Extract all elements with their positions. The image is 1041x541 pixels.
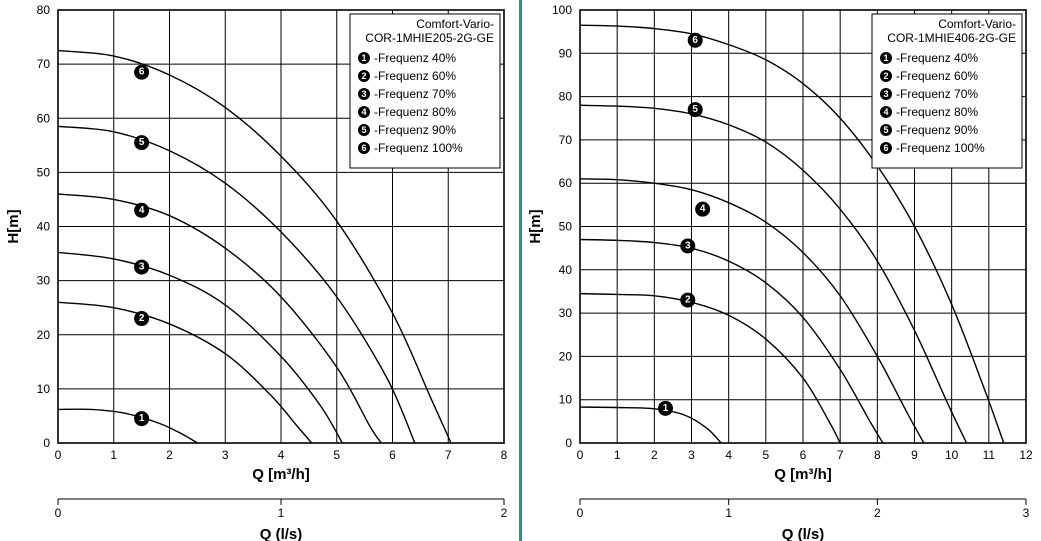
svg-text:5: 5	[139, 137, 145, 148]
svg-text:-Frequenz 70%: -Frequenz 70%	[374, 87, 456, 101]
svg-text:2: 2	[361, 71, 366, 81]
svg-text:1: 1	[725, 506, 732, 520]
svg-text:COR-1MHIE406-2G-GE: COR-1MHIE406-2G-GE	[887, 31, 1016, 45]
svg-text:4: 4	[700, 204, 706, 215]
svg-text:4: 4	[278, 448, 285, 462]
svg-text:3: 3	[883, 89, 888, 99]
svg-text:3: 3	[688, 448, 695, 462]
svg-text:7: 7	[837, 448, 844, 462]
svg-text:50: 50	[37, 165, 51, 179]
svg-text:0: 0	[565, 436, 572, 450]
svg-text:6: 6	[389, 448, 396, 462]
svg-text:3: 3	[222, 448, 229, 462]
svg-text:0: 0	[55, 506, 62, 520]
svg-text:4: 4	[361, 107, 366, 117]
svg-text:20: 20	[37, 328, 51, 342]
svg-text:100: 100	[552, 3, 572, 17]
svg-text:10: 10	[945, 448, 959, 462]
svg-text:-Frequenz 80%: -Frequenz 80%	[896, 105, 978, 119]
svg-text:0: 0	[55, 448, 62, 462]
svg-text:Q [m³/h]: Q [m³/h]	[774, 466, 832, 483]
svg-text:1: 1	[361, 53, 366, 63]
svg-text:0: 0	[577, 448, 584, 462]
page: 01234567801020304050607080Q [m³/h]H[m]12…	[0, 0, 1041, 541]
chart-right: 01234567891011120102030405060708090100Q …	[522, 0, 1041, 541]
svg-text:2: 2	[685, 295, 691, 306]
svg-text:1: 1	[883, 53, 888, 63]
svg-text:3: 3	[361, 89, 366, 99]
svg-text:5: 5	[762, 448, 769, 462]
svg-text:60: 60	[559, 176, 573, 190]
svg-text:6: 6	[883, 143, 888, 153]
svg-text:2: 2	[139, 313, 145, 324]
svg-text:11: 11	[983, 448, 996, 462]
svg-text:80: 80	[559, 90, 573, 104]
svg-text:2: 2	[501, 506, 508, 520]
svg-text:10: 10	[37, 382, 51, 396]
svg-text:2: 2	[166, 448, 173, 462]
svg-text:70: 70	[559, 133, 573, 147]
svg-text:-Frequenz 90%: -Frequenz 90%	[374, 123, 456, 137]
svg-text:6: 6	[800, 448, 807, 462]
svg-text:Comfort-Vario-: Comfort-Vario-	[938, 17, 1016, 31]
svg-text:8: 8	[501, 448, 508, 462]
svg-text:1: 1	[663, 403, 669, 414]
svg-text:7: 7	[445, 448, 452, 462]
svg-text:5: 5	[692, 104, 698, 115]
svg-text:3: 3	[1023, 506, 1030, 520]
svg-text:-Frequenz 60%: -Frequenz 60%	[896, 69, 978, 83]
svg-text:9: 9	[911, 448, 918, 462]
svg-text:H[m]: H[m]	[5, 209, 22, 243]
svg-text:-Frequenz 80%: -Frequenz 80%	[374, 105, 456, 119]
svg-text:20: 20	[559, 349, 573, 363]
svg-text:30: 30	[37, 274, 51, 288]
svg-text:-Frequenz 40%: -Frequenz 40%	[374, 51, 456, 65]
svg-text:5: 5	[361, 125, 366, 135]
svg-text:40: 40	[37, 220, 51, 234]
svg-text:30: 30	[559, 306, 573, 320]
svg-text:4: 4	[725, 448, 732, 462]
svg-text:60: 60	[37, 111, 51, 125]
svg-text:1: 1	[139, 413, 145, 424]
svg-text:0: 0	[577, 506, 584, 520]
svg-text:6: 6	[361, 143, 366, 153]
svg-text:0: 0	[43, 436, 50, 450]
svg-text:1: 1	[278, 506, 285, 520]
svg-text:4: 4	[139, 205, 145, 216]
svg-text:Q (l/s): Q (l/s)	[782, 526, 825, 541]
svg-text:1: 1	[110, 448, 117, 462]
svg-text:-Frequenz 100%: -Frequenz 100%	[374, 141, 463, 155]
svg-text:3: 3	[139, 262, 145, 273]
svg-text:8: 8	[874, 448, 881, 462]
svg-text:3: 3	[685, 240, 691, 251]
chart-left: 01234567801020304050607080Q [m³/h]H[m]12…	[0, 0, 519, 541]
svg-text:2: 2	[651, 448, 658, 462]
svg-text:2: 2	[874, 506, 881, 520]
svg-text:40: 40	[559, 263, 573, 277]
svg-text:4: 4	[883, 107, 888, 117]
svg-text:-Frequenz 70%: -Frequenz 70%	[896, 87, 978, 101]
svg-text:5: 5	[883, 125, 888, 135]
svg-text:-Frequenz 90%: -Frequenz 90%	[896, 123, 978, 137]
svg-text:2: 2	[883, 71, 888, 81]
svg-text:Q [m³/h]: Q [m³/h]	[252, 466, 310, 483]
svg-text:Q (l/s): Q (l/s)	[260, 526, 303, 541]
svg-text:90: 90	[559, 46, 573, 60]
svg-text:-Frequenz 100%: -Frequenz 100%	[896, 141, 985, 155]
svg-text:Comfort-Vario-: Comfort-Vario-	[416, 17, 494, 31]
svg-text:50: 50	[559, 220, 573, 234]
svg-text:12: 12	[1019, 448, 1033, 462]
svg-text:6: 6	[139, 67, 145, 78]
svg-text:H[m]: H[m]	[527, 209, 544, 243]
svg-text:1: 1	[614, 448, 621, 462]
svg-text:-Frequenz 60%: -Frequenz 60%	[374, 69, 456, 83]
svg-text:70: 70	[37, 57, 51, 71]
svg-text:5: 5	[333, 448, 340, 462]
svg-text:-Frequenz 40%: -Frequenz 40%	[896, 51, 978, 65]
svg-text:COR-1MHIE205-2G-GE: COR-1MHIE205-2G-GE	[365, 31, 494, 45]
svg-text:6: 6	[692, 35, 698, 46]
svg-text:80: 80	[37, 3, 51, 17]
svg-text:10: 10	[559, 393, 573, 407]
